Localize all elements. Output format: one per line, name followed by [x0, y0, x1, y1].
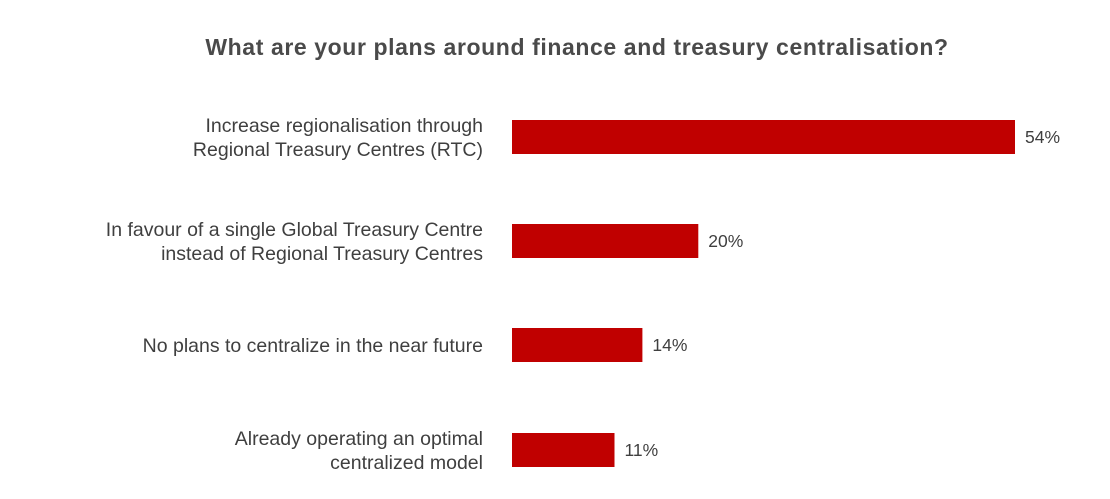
chart-title: What are your plans around finance and t… [205, 34, 949, 60]
bar-3 [512, 328, 643, 362]
category-label-4-line-2: centralized model [330, 452, 483, 474]
value-label-3: 14% [652, 335, 687, 355]
value-label-1: 54% [1025, 127, 1060, 147]
category-label-3-line-1: No plans to centralize in the near futur… [143, 335, 483, 357]
bar-1 [512, 120, 1015, 154]
category-label-1-line-1: Increase regionalisation through [205, 115, 483, 137]
bar-4 [512, 433, 615, 467]
category-label-4-line-1: Already operating an optimal [235, 428, 483, 450]
value-label-4: 11% [625, 440, 659, 460]
category-label-2-line-2: instead of Regional Treasury Centres [161, 243, 483, 265]
value-label-2: 20% [708, 231, 743, 251]
bar-2 [512, 224, 699, 258]
category-label-1-line-2: Regional Treasury Centres (RTC) [193, 139, 483, 161]
category-label-2-line-1: In favour of a single Global Treasury Ce… [106, 219, 483, 241]
